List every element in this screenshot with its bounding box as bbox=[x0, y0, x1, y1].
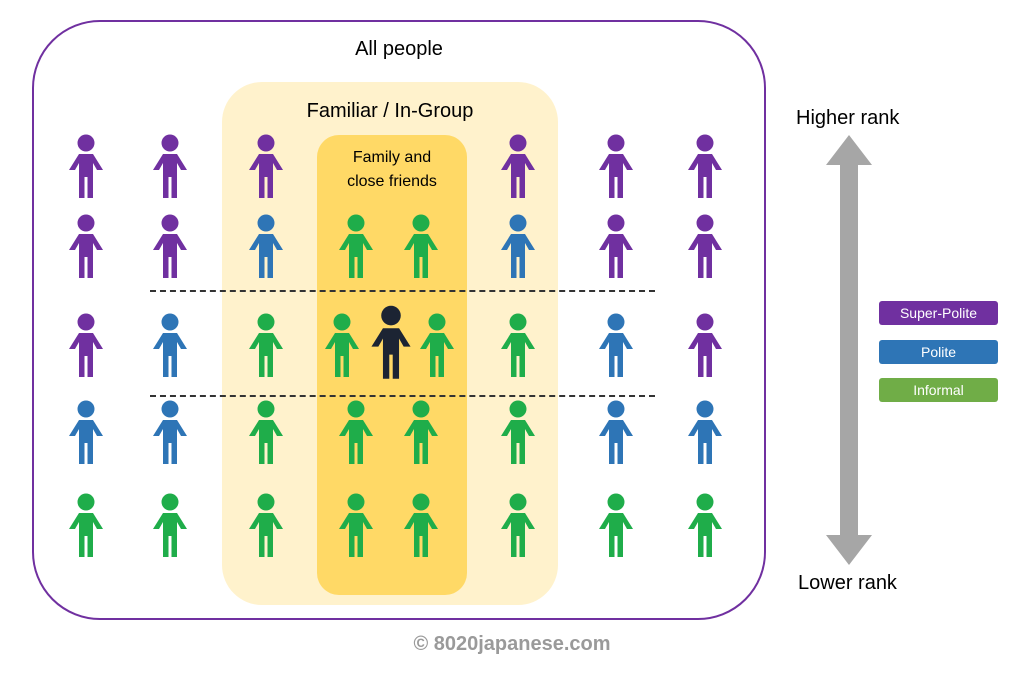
higher-rank-label: Higher rank bbox=[796, 107, 900, 129]
lower-rank-label: Lower rank bbox=[798, 572, 897, 594]
person-super-polite-icon bbox=[66, 214, 106, 278]
family-label-line1: Family and bbox=[352, 149, 432, 166]
person-informal-icon bbox=[401, 400, 441, 464]
person-polite-icon bbox=[150, 313, 190, 377]
person-informal-icon bbox=[596, 493, 636, 557]
person-polite-icon bbox=[596, 400, 636, 464]
rank-arrow-icon bbox=[826, 135, 872, 565]
person-super-polite-icon bbox=[150, 214, 190, 278]
person-informal-icon bbox=[401, 493, 441, 557]
all-people-boundary bbox=[32, 20, 766, 620]
person-polite-icon bbox=[150, 400, 190, 464]
person-informal-icon bbox=[150, 493, 190, 557]
person-super-polite-icon bbox=[596, 214, 636, 278]
person-polite-icon bbox=[498, 214, 538, 278]
person-super-polite-icon bbox=[150, 134, 190, 198]
family-friends-label: Family and close friends bbox=[317, 146, 467, 194]
person-informal-icon bbox=[401, 214, 441, 278]
person-informal-icon bbox=[498, 493, 538, 557]
lower-rank-divider bbox=[150, 395, 655, 397]
person-informal-icon bbox=[498, 313, 538, 377]
legend-super-polite: Super-Polite bbox=[879, 301, 998, 325]
person-informal-icon bbox=[417, 313, 457, 377]
person-informal-icon bbox=[66, 493, 106, 557]
person-informal-icon bbox=[685, 493, 725, 557]
person-informal-icon bbox=[336, 493, 376, 557]
person-polite-icon bbox=[596, 313, 636, 377]
person-polite-icon bbox=[685, 400, 725, 464]
person-self-icon bbox=[368, 305, 414, 379]
person-super-polite-icon bbox=[685, 313, 725, 377]
legend-polite: Polite bbox=[879, 340, 998, 364]
upper-rank-divider bbox=[150, 290, 655, 292]
legend-informal: Informal bbox=[879, 378, 998, 402]
all-people-label: All people bbox=[355, 38, 443, 60]
person-super-polite-icon bbox=[498, 134, 538, 198]
copyright-notice: © 8020japanese.com bbox=[413, 633, 611, 655]
person-super-polite-icon bbox=[66, 313, 106, 377]
family-label-line2: close friends bbox=[347, 173, 437, 190]
person-super-polite-icon bbox=[685, 214, 725, 278]
person-super-polite-icon bbox=[685, 134, 725, 198]
person-informal-icon bbox=[322, 313, 362, 377]
person-informal-icon bbox=[336, 214, 376, 278]
person-super-polite-icon bbox=[596, 134, 636, 198]
person-informal-icon bbox=[246, 313, 286, 377]
person-informal-icon bbox=[246, 400, 286, 464]
person-informal-icon bbox=[498, 400, 538, 464]
person-informal-icon bbox=[246, 493, 286, 557]
person-polite-icon bbox=[246, 214, 286, 278]
person-super-polite-icon bbox=[246, 134, 286, 198]
person-polite-icon bbox=[66, 400, 106, 464]
person-super-polite-icon bbox=[66, 134, 106, 198]
person-informal-icon bbox=[336, 400, 376, 464]
in-group-label: Familiar / In-Group bbox=[306, 100, 474, 122]
